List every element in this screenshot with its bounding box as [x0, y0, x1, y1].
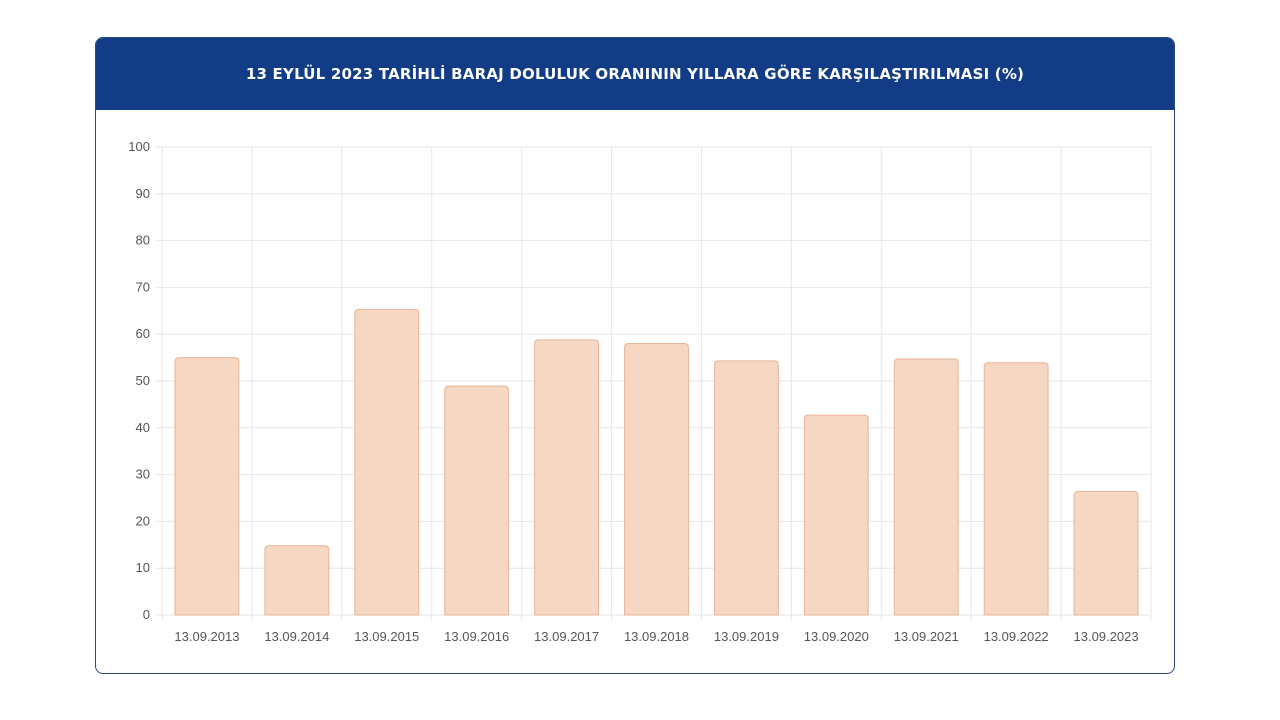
y-tick-label: 60 — [136, 326, 150, 341]
bar-13.09.2017[interactable] — [534, 339, 600, 616]
y-tick-label: 30 — [136, 467, 150, 482]
y-tick-label: 40 — [136, 420, 150, 435]
chart-header: 13 EYLÜL 2023 TARİHLİ BARAJ DOLULUK ORAN… — [96, 38, 1174, 110]
x-tick-label: 13.09.2015 — [354, 629, 419, 644]
y-tick-label: 100 — [128, 139, 150, 154]
y-tick-label: 50 — [136, 373, 150, 388]
y-tick-label: 70 — [136, 279, 150, 294]
y-tick-label: 90 — [136, 186, 150, 201]
bar-13.09.2022[interactable] — [983, 362, 1049, 616]
y-axis-ticks: 0 10 20 30 40 50 60 70 80 90 100 — [128, 139, 150, 622]
bar-13.09.2020[interactable] — [803, 414, 869, 616]
y-tick-label: 20 — [136, 513, 150, 528]
bar-13.09.2019[interactable] — [713, 360, 779, 616]
x-tick-label: 13.09.2019 — [714, 629, 779, 644]
bar-13.09.2016[interactable] — [444, 385, 510, 616]
x-tick-label: 13.09.2016 — [444, 629, 509, 644]
chart-title: 13 EYLÜL 2023 TARİHLİ BARAJ DOLULUK ORAN… — [245, 65, 1025, 83]
x-tick-label: 13.09.2023 — [1074, 629, 1139, 644]
y-tick-label: 80 — [136, 233, 150, 248]
x-tick-label: 13.09.2013 — [174, 629, 239, 644]
bar-13.09.2021[interactable] — [893, 358, 959, 616]
bar-13.09.2018[interactable] — [624, 343, 689, 616]
y-tick-label: 10 — [136, 560, 150, 575]
x-tick-label: 13.09.2021 — [894, 629, 959, 644]
x-tick-label: 13.09.2017 — [534, 629, 599, 644]
x-tick-label: 13.09.2022 — [984, 629, 1049, 644]
x-tick-label: 13.09.2020 — [804, 629, 869, 644]
x-tick-label: 13.09.2014 — [264, 629, 329, 644]
y-tick-label: 0 — [143, 607, 150, 622]
bar-13.09.2023[interactable] — [1073, 490, 1139, 616]
bar-13.09.2014[interactable] — [264, 545, 330, 616]
bars — [174, 308, 1139, 616]
x-tick-label: 13.09.2018 — [624, 629, 689, 644]
bar-13.09.2015[interactable] — [354, 308, 420, 616]
x-axis-ticks: 13.09.2013 13.09.2014 13.09.2015 13.09.2016… — [174, 629, 1138, 644]
bar-13.09.2013[interactable] — [174, 357, 240, 616]
